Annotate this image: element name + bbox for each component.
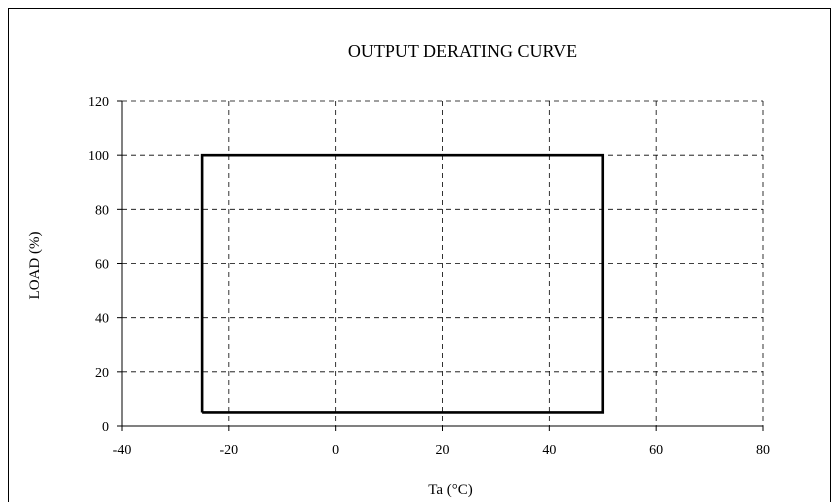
x-tick-label: -40 [113, 443, 132, 458]
y-tick-label: 100 [88, 149, 109, 164]
tick-layer: -40 -20 0 20 40 60 80 0 20 40 60 80 100 120 [88, 95, 770, 458]
y-tick-label: 20 [95, 366, 109, 381]
derating-curve-line [200, 153, 605, 414]
series-layer [200, 153, 605, 414]
chart-frame: OUTPUT DERATING CURVE -40 -20 0 20 40 60 80 0 20… [8, 8, 831, 502]
x-tick-label: 80 [756, 443, 770, 458]
x-tick-label: -20 [219, 443, 238, 458]
x-axis-title: Ta (°C) [428, 482, 473, 498]
chart-title: OUTPUT DERATING CURVE [348, 41, 577, 61]
x-tick-label: 20 [436, 443, 450, 458]
y-axis-title: LOAD (%) [27, 232, 43, 300]
y-tick-label: 120 [88, 95, 109, 110]
x-tick-label: 60 [649, 443, 663, 458]
x-tick-label: 0 [332, 443, 339, 458]
grid-layer [122, 100, 764, 426]
y-tick-label: 60 [95, 258, 109, 273]
derating-chart: OUTPUT DERATING CURVE -40 -20 0 20 40 60 80 0 20… [27, 41, 770, 498]
y-tick-label: 80 [95, 203, 109, 218]
y-tick-label: 40 [95, 312, 109, 327]
y-tick-label: 0 [102, 420, 109, 435]
x-tick-label: 40 [542, 443, 556, 458]
